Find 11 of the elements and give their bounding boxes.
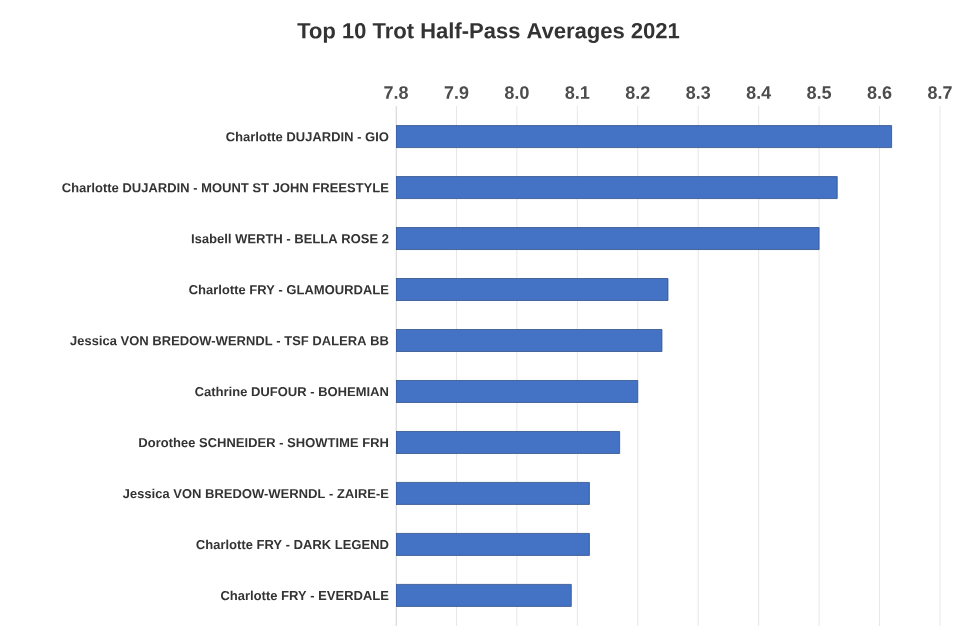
x-tick-label: 8.5 <box>807 86 832 99</box>
x-tick-label: 8.3 <box>686 86 711 99</box>
x-tick-label: 8.1 <box>565 86 590 99</box>
x-tick-label: 8.2 <box>625 86 650 99</box>
x-tick-label: 8.6 <box>867 86 892 99</box>
x-tick-label: 7.9 <box>444 86 469 99</box>
x-tick-label: 8.4 <box>746 86 772 99</box>
chart-title: Top 10 Trot Half-Pass Averages 2021 <box>297 22 680 43</box>
x-tick-label: 8.7 <box>928 86 952 99</box>
x-tick-label: 7.8 <box>384 86 408 99</box>
x-tick-label: 8.0 <box>504 86 529 99</box>
